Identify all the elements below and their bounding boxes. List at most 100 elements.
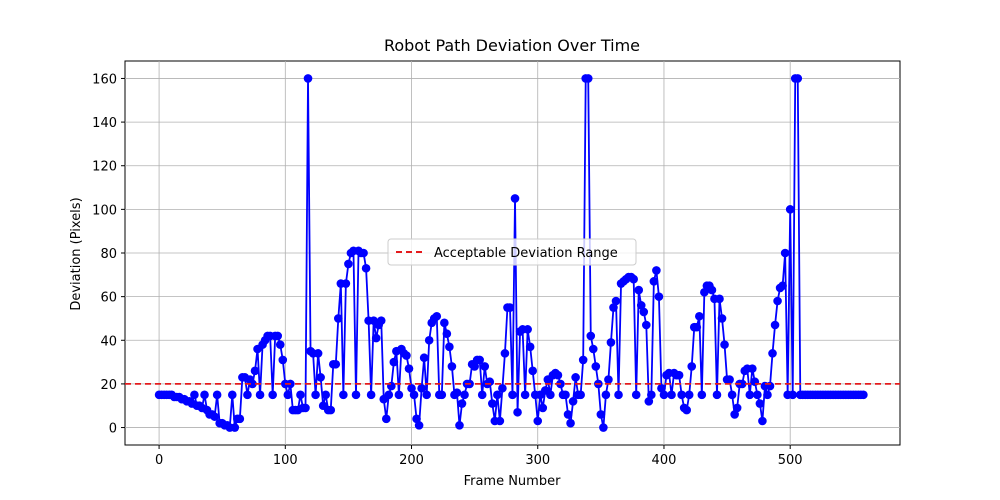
y-tick-label: 40	[100, 334, 117, 349]
data-point-marker	[692, 322, 702, 332]
data-point-marker	[407, 383, 416, 393]
data-point-marker	[510, 194, 520, 203]
data-point-marker	[268, 390, 277, 400]
data-point-marker	[586, 331, 596, 341]
data-point-marker	[273, 331, 283, 341]
data-point-marker	[442, 329, 452, 339]
x-tick-label: 100	[273, 453, 298, 468]
data-point-marker	[326, 405, 336, 415]
data-point-marker	[614, 390, 623, 400]
data-point-marker	[576, 390, 585, 400]
data-point-marker	[712, 390, 722, 400]
data-point-marker	[773, 296, 782, 306]
data-point-marker	[498, 383, 507, 393]
data-point-marker	[412, 414, 421, 424]
data-point-marker	[278, 355, 288, 365]
data-point-marker	[730, 410, 739, 419]
data-point-marker	[725, 375, 734, 384]
data-point-marker	[384, 390, 394, 400]
data-point-marker	[361, 263, 371, 273]
data-point-marker	[631, 390, 641, 400]
data-point-marker	[419, 353, 429, 363]
x-tick-label: 200	[399, 453, 424, 468]
data-point-marker	[235, 414, 245, 424]
data-point-marker	[455, 421, 464, 430]
data-point-marker	[376, 316, 386, 325]
data-point-marker	[227, 390, 237, 400]
data-point-marker	[687, 362, 697, 371]
data-point-marker	[634, 285, 644, 295]
data-point-marker	[250, 366, 260, 376]
data-point-marker	[780, 248, 790, 258]
y-axis-label: Deviation (Pixels)	[69, 197, 84, 310]
data-point-marker	[493, 390, 502, 400]
data-point-marker	[344, 259, 353, 269]
data-point-marker	[255, 390, 265, 400]
y-tick-label: 20	[100, 378, 117, 393]
x-tick-label: 0	[155, 453, 163, 468]
data-point-marker	[440, 318, 449, 328]
data-point-marker	[667, 390, 676, 400]
data-point-marker	[753, 390, 762, 400]
data-point-marker	[470, 362, 479, 371]
x-tick-label: 400	[652, 453, 677, 468]
data-point-marker	[402, 351, 411, 360]
data-point-marker	[520, 390, 530, 400]
data-point-marker	[715, 294, 724, 304]
data-point-marker	[591, 362, 601, 371]
data-point-marker	[422, 390, 431, 400]
data-point-marker	[321, 390, 330, 400]
y-tick-label: 140	[92, 116, 117, 131]
plot-area: 0 100 200 300 400 500 0 20 40 60 80 100 120 140 160	[92, 60, 901, 468]
data-point-marker	[505, 303, 515, 312]
series-layer	[154, 74, 868, 432]
data-point-marker	[389, 357, 399, 367]
data-point-marker	[230, 423, 240, 432]
data-point-marker	[351, 390, 361, 400]
data-point-marker	[533, 416, 543, 426]
data-point-marker	[480, 362, 490, 371]
data-point-marker	[732, 403, 742, 413]
data-point-marker	[316, 373, 325, 382]
data-point-marker	[659, 390, 669, 400]
data-point-marker	[525, 342, 535, 352]
data-point-marker	[563, 410, 573, 419]
data-point-marker	[528, 366, 537, 376]
data-point-marker	[697, 390, 707, 400]
data-point-marker	[571, 373, 580, 382]
data-point-marker	[523, 325, 532, 334]
data-point-marker	[477, 390, 487, 400]
data-point-marker	[447, 362, 457, 371]
data-point-marker	[553, 370, 563, 380]
data-point-marker	[707, 285, 717, 295]
data-point-marker	[243, 390, 252, 400]
data-point-marker	[457, 399, 467, 408]
data-point-marker	[682, 405, 691, 415]
legend: Acceptable Deviation Range	[387, 238, 637, 266]
data-point-marker	[601, 390, 611, 400]
data-point-marker	[588, 344, 598, 354]
data-point-marker	[737, 379, 747, 389]
data-point-marker	[296, 390, 305, 400]
data-point-marker	[409, 390, 419, 400]
data-point-marker	[500, 349, 510, 358]
data-point-marker	[568, 397, 578, 406]
data-point-marker	[649, 277, 659, 286]
data-point-marker	[677, 390, 686, 400]
data-point-marker	[495, 416, 505, 426]
data-point-marker	[394, 390, 404, 400]
data-point-marker	[609, 303, 618, 312]
y-tick-label: 80	[100, 247, 117, 262]
data-point-marker	[508, 390, 517, 400]
data-point-marker	[311, 390, 320, 400]
data-point-marker	[200, 390, 209, 400]
data-point-marker	[339, 390, 348, 400]
data-point-marker	[604, 375, 613, 384]
data-point-marker	[561, 390, 570, 400]
data-point-marker	[859, 390, 868, 400]
data-point-marker	[785, 205, 795, 214]
data-point-marker	[366, 390, 376, 400]
data-point-marker	[190, 390, 199, 400]
data-point-marker	[331, 359, 341, 369]
data-point-marker	[371, 333, 381, 343]
